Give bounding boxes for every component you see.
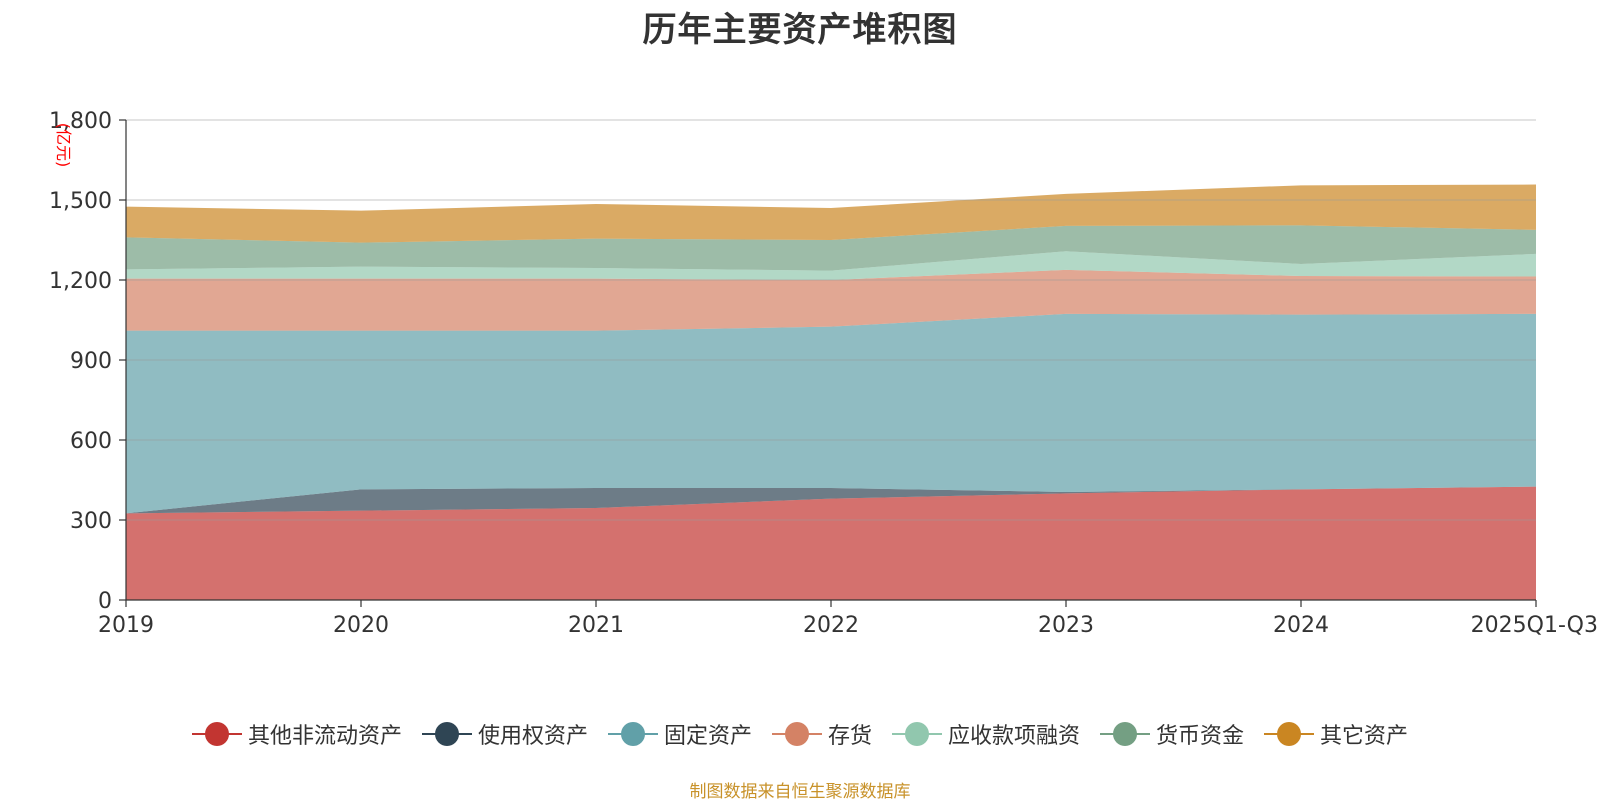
legend-label: 使用权资产 — [477, 724, 588, 749]
axes: 0 300 600 900 1,200 1,500 1,800 2019 2020 2021 202… — [49, 109, 1598, 638]
y-axis-unit-label: (亿元) — [54, 123, 73, 168]
area-series — [126, 184, 1536, 600]
y-tick-label: 0 — [98, 589, 112, 614]
legend-item-2[interactable]: 使用权资产 — [421, 718, 588, 750]
legend-item-3[interactable]: 固定资产 — [607, 718, 752, 750]
legend-item-5[interactable]: 应收款项融资 — [892, 718, 1080, 750]
legend-label: 其他非流动资产 — [247, 724, 402, 749]
y-tick-label: 300 — [70, 509, 112, 534]
legend-label: 货币资金 — [1156, 724, 1245, 749]
x-tick-label: 2020 — [333, 613, 389, 638]
x-tick-label: 2021 — [568, 613, 624, 638]
x-tick-label: 2019 — [98, 613, 154, 638]
chart-title: 历年主要资产堆积图 — [642, 10, 958, 50]
x-tick-label: 2024 — [1273, 613, 1329, 638]
legend-swatch-icon — [892, 722, 942, 746]
y-tick-label: 1,500 — [49, 189, 112, 214]
legend-item-7[interactable]: 其它资产 — [1264, 718, 1408, 750]
area-series-7 — [126, 184, 1536, 243]
legend-swatch-icon — [771, 722, 822, 746]
legend-label: 应收款项融资 — [948, 724, 1081, 749]
area-series-4 — [126, 269, 1536, 331]
area-series-3 — [126, 313, 1536, 514]
x-tick-label: 2025Q1-Q3 — [1471, 613, 1598, 638]
x-tick-label: 2023 — [1038, 613, 1094, 638]
legend-swatch-icon — [1100, 722, 1151, 746]
y-tick-label: 1,200 — [49, 269, 112, 294]
source-note: 制图数据来自恒生聚源数据库 — [689, 782, 911, 802]
area-series-6 — [126, 225, 1536, 271]
legend: 其他非流动资产 使用权资产 固定资产 存货 应收款项融资 货币资金 其它资产 — [0, 718, 1600, 750]
legend-label: 其它资产 — [1320, 724, 1409, 749]
area-series-2 — [126, 486, 1536, 514]
legend-swatch-icon — [421, 722, 472, 746]
y-tick-label: 600 — [70, 429, 112, 454]
area-series-1 — [126, 486, 1536, 600]
legend-item-6[interactable]: 货币资金 — [1100, 718, 1244, 750]
legend-label: 固定资产 — [663, 724, 752, 749]
legend-swatch-icon — [191, 722, 242, 746]
legend-swatch-icon — [1264, 722, 1315, 746]
legend-swatch-icon — [607, 722, 658, 746]
legend-item-4[interactable]: 存货 — [771, 718, 872, 750]
legend-item-1[interactable]: 其他非流动资产 — [191, 718, 402, 750]
y-tick-label: 1,800 — [49, 109, 112, 134]
legend-label: 存货 — [827, 724, 872, 749]
area-series-5 — [126, 251, 1536, 280]
x-tick-label: 2022 — [803, 613, 859, 638]
y-tick-label: 900 — [70, 349, 112, 374]
